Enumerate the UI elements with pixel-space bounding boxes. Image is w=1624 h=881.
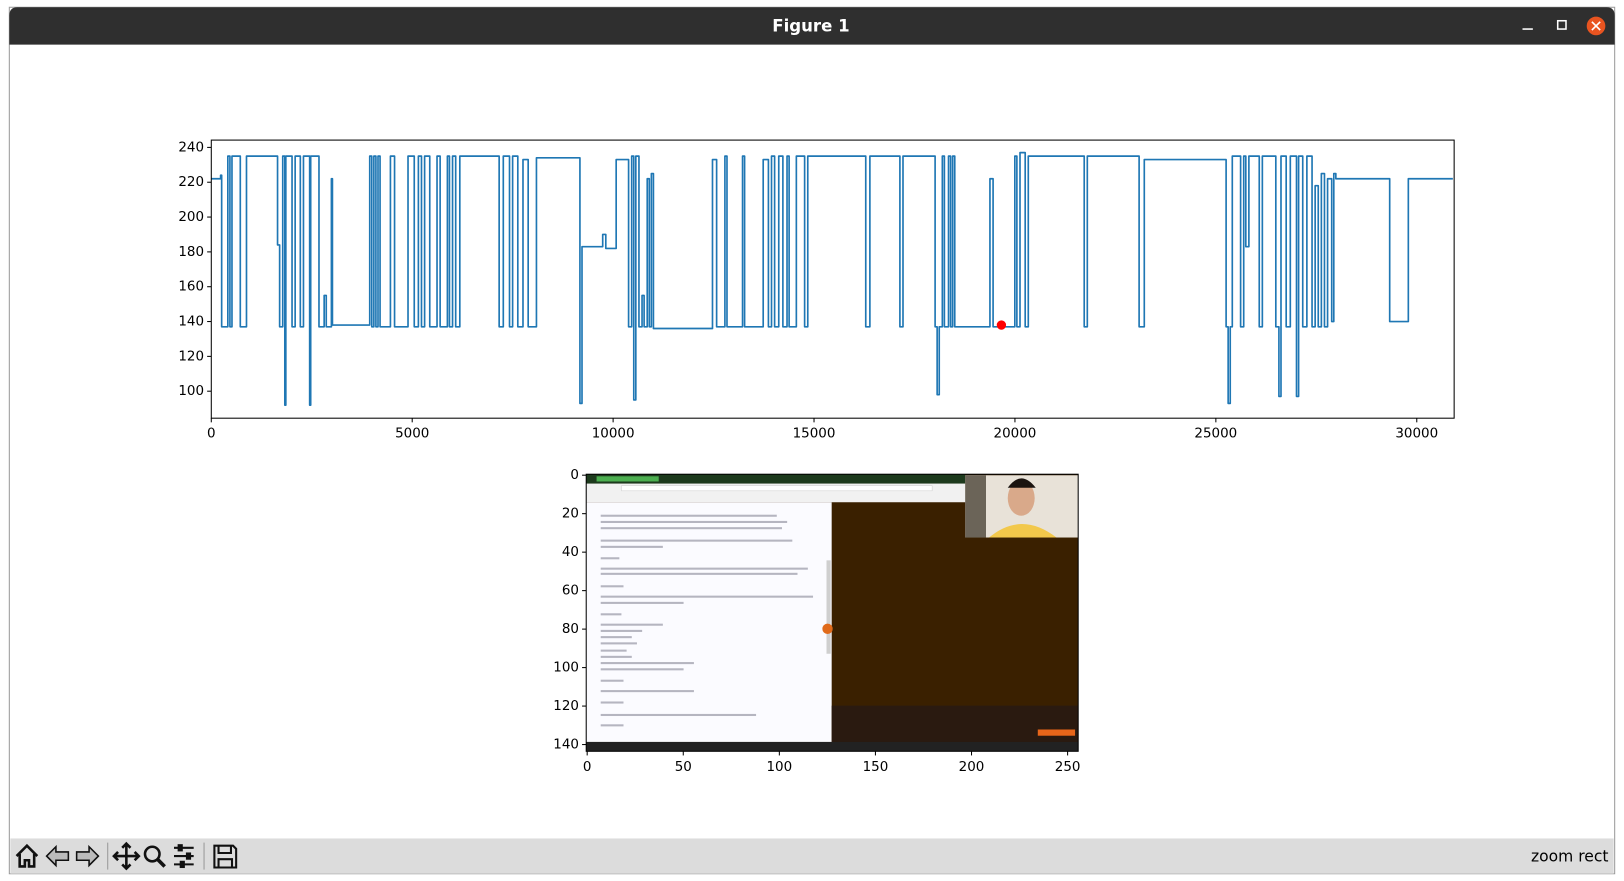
y-tick-label: 140	[553, 737, 579, 753]
axes-frame	[585, 473, 1079, 752]
slider-knob	[179, 860, 185, 869]
taskbar	[586, 741, 1079, 752]
y-tick-label: 220	[178, 174, 204, 190]
page-text-lines	[600, 514, 814, 727]
x-tick-label: 20000	[994, 426, 1037, 442]
x-tick-label: 15000	[793, 426, 836, 442]
save-button[interactable]	[213, 844, 238, 869]
zoom-handle	[156, 857, 166, 868]
y-tick-label: 40	[562, 544, 579, 560]
close-button[interactable]	[1586, 16, 1606, 36]
y-tick-label: 80	[562, 621, 579, 637]
y-tick-label: 120	[553, 698, 579, 714]
webcam-shirt	[989, 524, 1057, 538]
y-tick-label: 0	[570, 467, 579, 483]
y-tick-label: 100	[553, 660, 579, 676]
y-tick-label: 60	[562, 583, 579, 599]
zoom-button[interactable]	[143, 845, 161, 863]
x-tick-label: 250	[1055, 759, 1081, 775]
toolbar-buttons	[15, 841, 238, 871]
close-icon	[1591, 21, 1601, 31]
browser-tabs	[586, 474, 966, 484]
forward-button[interactable]	[75, 844, 100, 868]
y-tick-label: 180	[178, 244, 204, 260]
x-tick-label: 5000	[395, 426, 429, 442]
toolbar	[10, 838, 1614, 874]
webcam-hair	[1007, 478, 1036, 488]
webcam-wall	[965, 475, 986, 538]
x-tick-label: 0	[207, 426, 216, 442]
x-tick-label: 150	[863, 759, 889, 775]
x-tick-label: 30000	[1395, 426, 1438, 442]
y-tick-label: 100	[178, 383, 204, 399]
title-bar	[9, 7, 1615, 45]
y-tick-label: 140	[178, 314, 204, 330]
webcam-face	[1007, 480, 1035, 516]
x-tick-label: 10000	[592, 426, 635, 442]
y-tick-label: 240	[178, 139, 204, 155]
slider-knob	[185, 852, 192, 860]
pan-button[interactable]	[112, 841, 141, 871]
active-tab	[596, 476, 659, 482]
address-bar	[621, 485, 933, 492]
x-tick-label: 200	[959, 759, 985, 775]
x-tick-label: 50	[675, 759, 692, 775]
toolbar-status: zoom rect	[1531, 848, 1608, 866]
image-content	[586, 474, 1079, 752]
y-tick-label: 200	[178, 209, 204, 225]
back-button[interactable]	[45, 844, 70, 868]
axes-frame	[210, 139, 1455, 419]
x-tick-label: 0	[583, 759, 592, 775]
highlight-point	[996, 320, 1007, 330]
x-tick-label: 25000	[1194, 426, 1237, 442]
y-tick-label: 120	[178, 348, 204, 364]
y-tick-label: 20	[562, 506, 579, 522]
maximize-button[interactable]	[1556, 19, 1567, 30]
y-tick-label: 160	[178, 279, 204, 295]
x-tick-label: 100	[767, 759, 793, 775]
submit-button	[1037, 729, 1076, 736]
window-title: Figure 1	[772, 16, 849, 35]
page-button	[822, 623, 833, 635]
scrollbar	[826, 560, 831, 654]
home-button[interactable]	[15, 843, 39, 868]
slider-knob	[177, 844, 183, 852]
problem-page	[586, 502, 832, 742]
editor-footer	[831, 705, 1079, 742]
data-line	[211, 151, 1453, 406]
